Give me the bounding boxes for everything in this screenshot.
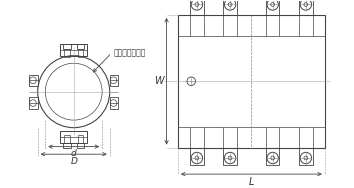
Bar — [78, 135, 83, 143]
Text: W: W — [154, 76, 164, 86]
Bar — [110, 97, 118, 109]
Bar — [76, 44, 84, 49]
Text: d: d — [71, 149, 76, 158]
Text: ゴムパッキング: ゴムパッキング — [114, 48, 146, 57]
Bar — [110, 75, 118, 86]
Text: L: L — [249, 177, 254, 187]
Bar — [178, 15, 325, 148]
Bar — [29, 97, 38, 109]
Bar — [299, 0, 313, 15]
Bar — [223, 0, 237, 15]
Bar — [190, 0, 204, 15]
Bar — [63, 44, 71, 49]
Bar — [61, 44, 87, 56]
Bar — [223, 148, 237, 165]
Bar — [63, 143, 71, 148]
Bar — [76, 143, 84, 148]
Bar — [190, 148, 204, 165]
Bar — [64, 135, 70, 143]
Bar — [29, 75, 38, 86]
Bar — [266, 0, 279, 15]
Bar — [266, 148, 279, 165]
Bar — [64, 49, 70, 57]
Text: D: D — [70, 157, 77, 166]
Bar — [299, 148, 313, 165]
Bar — [61, 131, 87, 143]
Bar — [78, 49, 83, 57]
